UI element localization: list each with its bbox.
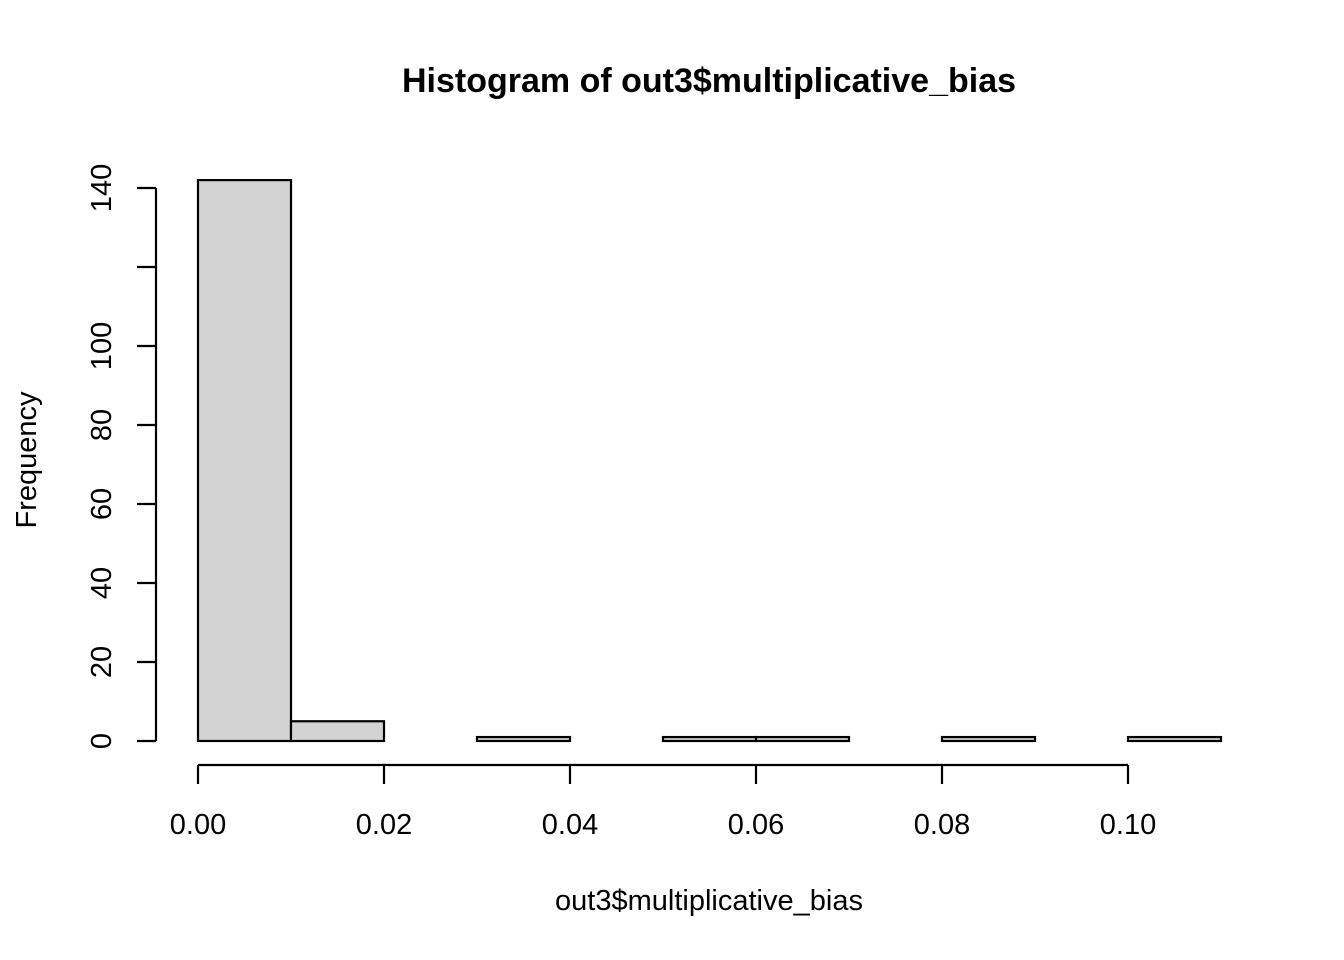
histogram-bar — [754, 735, 851, 743]
y-axis-label: Frequency — [11, 391, 43, 529]
y-axis: 0 20 40 60 80 100 140 — [86, 164, 158, 749]
x-tick-label: 0.10 — [1100, 809, 1156, 841]
y-tick-label: 20 — [86, 646, 118, 678]
histogram-bar — [289, 720, 386, 743]
histogram-bar — [661, 735, 758, 743]
y-tick-label: 80 — [86, 409, 118, 441]
x-tick-label: 0.08 — [914, 809, 970, 841]
histogram-bars — [196, 179, 1223, 743]
histogram-bar — [475, 735, 572, 743]
x-tick-label: 0.06 — [728, 809, 784, 841]
chart-title: Histogram of out3$multiplicative_bias — [402, 62, 1016, 100]
histogram-bar — [940, 735, 1037, 743]
x-tick-label: 0.02 — [356, 809, 412, 841]
y-tick-label: 100 — [86, 322, 118, 370]
histogram-bar — [1126, 735, 1223, 743]
y-tick-label: 140 — [86, 164, 118, 212]
y-tick-label: 60 — [86, 488, 118, 520]
y-tick-label: 0 — [86, 733, 118, 749]
x-tick-label: 0.04 — [542, 809, 598, 841]
y-tick-label: 40 — [86, 567, 118, 599]
x-axis-label: out3$multiplicative_bias — [555, 885, 863, 917]
histogram-bar — [196, 179, 293, 743]
x-axis: 0.00 0.02 0.04 0.06 0.08 0.10 — [170, 763, 1156, 841]
x-tick-label: 0.00 — [170, 809, 226, 841]
